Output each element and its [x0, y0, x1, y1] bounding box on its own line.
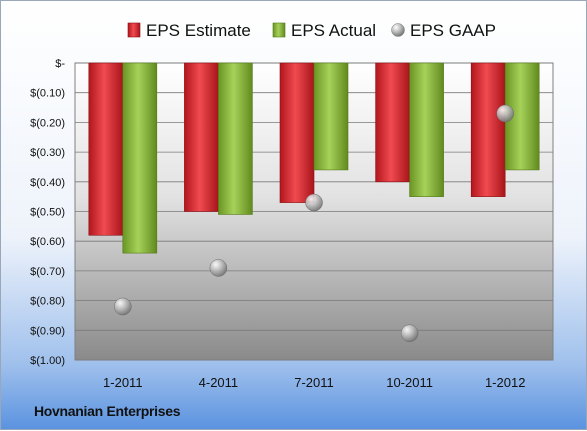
legend-estimate-marker: [127, 22, 141, 38]
gaap-point-1-2011: [114, 297, 132, 316]
legend-label: EPS GAAP: [410, 21, 496, 40]
gaap-point-10-2011: [400, 324, 419, 343]
y-tick-label: $(1.00): [30, 355, 65, 367]
y-tick-label: $(0.10): [30, 88, 65, 100]
gaap-point-4-2011: [209, 259, 228, 277]
y-tick-label: $(0.60): [30, 236, 65, 248]
x-tick-label: 1-2012: [485, 375, 525, 390]
estimate-bar-1-2011: [88, 62, 124, 236]
x-tick-label: 7-2011: [294, 375, 334, 390]
y-tick-label: $(0.80): [30, 296, 65, 308]
legend-gaap-marker: [391, 23, 405, 37]
company-name: Hovnanian Enterprises: [34, 403, 181, 419]
y-tick-label: $(0.30): [30, 147, 65, 159]
x-tick-label: 4-2011: [199, 375, 239, 390]
legend-label: EPS Actual: [291, 21, 376, 40]
actual-bar-1-2011: [122, 62, 158, 254]
x-tick-label: 10-2011: [386, 375, 433, 390]
legend-label: EPS Estimate: [146, 21, 251, 40]
actual-bar-7-2011: [313, 62, 349, 171]
estimate-bar-4-2011: [184, 62, 219, 212]
actual-bar-4-2011: [218, 62, 253, 215]
estimate-bar-7-2011: [279, 62, 315, 203]
y-tick-label: $(0.90): [30, 325, 65, 337]
chart-legend: EPS Estimate EPS Actual EPS GAAP: [127, 21, 496, 40]
y-tick-label: $(0.40): [30, 177, 65, 189]
y-tick-label: $(0.20): [30, 117, 65, 129]
gaap-point-1-2012: [496, 104, 514, 123]
actual-bar-10-2011: [409, 62, 444, 197]
legend-actual-marker: [272, 22, 286, 38]
y-tick-label: $(0.50): [30, 207, 65, 219]
estimate-bar-1-2012: [470, 62, 506, 197]
y-tick-label: $-: [55, 58, 65, 70]
gaap-point-7-2011: [305, 193, 323, 212]
estimate-bar-10-2011: [375, 62, 410, 183]
y-tick-label: $(0.70): [30, 266, 65, 278]
x-tick-label: 1-2011: [103, 375, 143, 390]
